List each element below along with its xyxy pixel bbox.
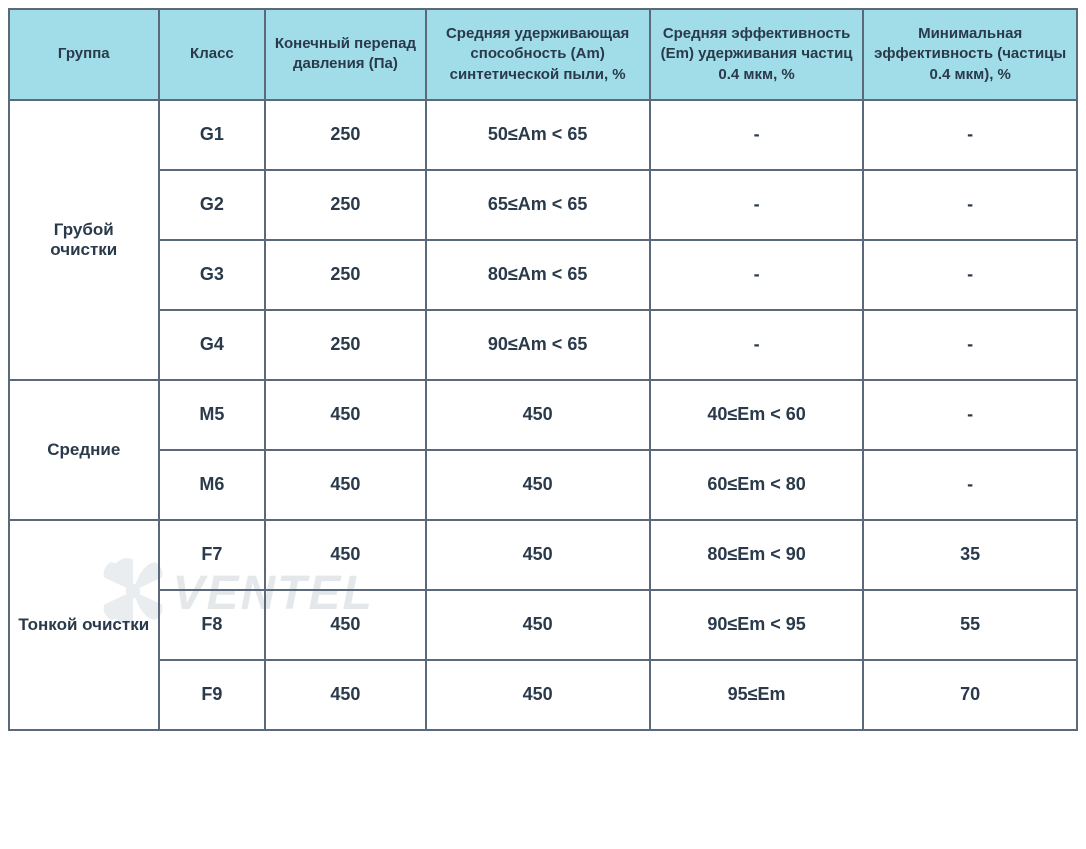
cell-em: - (650, 310, 864, 380)
table-row: G4 250 90≤Am < 65 - - (9, 310, 1077, 380)
header-pressure: Конечный перепад давления (Па) (265, 9, 425, 100)
table-row: M6 450 450 60≤Em < 80 - (9, 450, 1077, 520)
group-name: Тонкой очистки (9, 520, 159, 730)
cell-class: F7 (159, 520, 266, 590)
cell-em: - (650, 170, 864, 240)
cell-min: - (863, 240, 1077, 310)
cell-em: - (650, 240, 864, 310)
cell-am: 450 (426, 590, 650, 660)
table-row: G2 250 65≤Am < 65 - - (9, 170, 1077, 240)
cell-pressure: 250 (265, 170, 425, 240)
cell-am: 80≤Am < 65 (426, 240, 650, 310)
cell-class: F9 (159, 660, 266, 730)
cell-em: 60≤Em < 80 (650, 450, 864, 520)
cell-min: - (863, 310, 1077, 380)
group-name: Грубой очистки (9, 100, 159, 380)
header-min: Минимальная эффективность (частицы 0.4 м… (863, 9, 1077, 100)
cell-am: 50≤Am < 65 (426, 100, 650, 170)
cell-min: - (863, 380, 1077, 450)
cell-class: G3 (159, 240, 266, 310)
cell-em: 90≤Em < 95 (650, 590, 864, 660)
table-row: F8 450 450 90≤Em < 95 55 (9, 590, 1077, 660)
cell-pressure: 450 (265, 590, 425, 660)
cell-pressure: 450 (265, 450, 425, 520)
cell-min: - (863, 450, 1077, 520)
group-name: Средние (9, 380, 159, 520)
cell-am: 450 (426, 660, 650, 730)
cell-pressure: 450 (265, 660, 425, 730)
table-row: Средние M5 450 450 40≤Em < 60 - (9, 380, 1077, 450)
table-row: Грубой очистки G1 250 50≤Am < 65 - - (9, 100, 1077, 170)
filter-table-container: VENTEL Группа Класс Конечный перепад дав… (8, 8, 1078, 731)
table-row: F9 450 450 95≤Em 70 (9, 660, 1077, 730)
header-group: Группа (9, 9, 159, 100)
cell-class: M6 (159, 450, 266, 520)
cell-class: G1 (159, 100, 266, 170)
cell-pressure: 250 (265, 100, 425, 170)
header-em: Средняя эффективность (Em) удерживания ч… (650, 9, 864, 100)
cell-em: 80≤Em < 90 (650, 520, 864, 590)
cell-am: 65≤Am < 65 (426, 170, 650, 240)
cell-em: - (650, 100, 864, 170)
cell-am: 450 (426, 380, 650, 450)
cell-em: 95≤Em (650, 660, 864, 730)
cell-pressure: 450 (265, 520, 425, 590)
table-header-row: Группа Класс Конечный перепад давления (… (9, 9, 1077, 100)
table-row: G3 250 80≤Am < 65 - - (9, 240, 1077, 310)
table-body: Грубой очистки G1 250 50≤Am < 65 - - G2 … (9, 100, 1077, 730)
cell-class: G4 (159, 310, 266, 380)
cell-min: - (863, 100, 1077, 170)
cell-am: 450 (426, 450, 650, 520)
header-class: Класс (159, 9, 266, 100)
cell-pressure: 250 (265, 310, 425, 380)
cell-min: 55 (863, 590, 1077, 660)
cell-em: 40≤Em < 60 (650, 380, 864, 450)
cell-class: M5 (159, 380, 266, 450)
cell-class: F8 (159, 590, 266, 660)
cell-min: 35 (863, 520, 1077, 590)
header-am: Средняя удерживающая способность (Am) си… (426, 9, 650, 100)
cell-am: 90≤Am < 65 (426, 310, 650, 380)
table-row: Тонкой очистки F7 450 450 80≤Em < 90 35 (9, 520, 1077, 590)
cell-pressure: 450 (265, 380, 425, 450)
cell-am: 450 (426, 520, 650, 590)
cell-class: G2 (159, 170, 266, 240)
cell-min: - (863, 170, 1077, 240)
filter-classification-table: Группа Класс Конечный перепад давления (… (8, 8, 1078, 731)
cell-pressure: 250 (265, 240, 425, 310)
cell-min: 70 (863, 660, 1077, 730)
